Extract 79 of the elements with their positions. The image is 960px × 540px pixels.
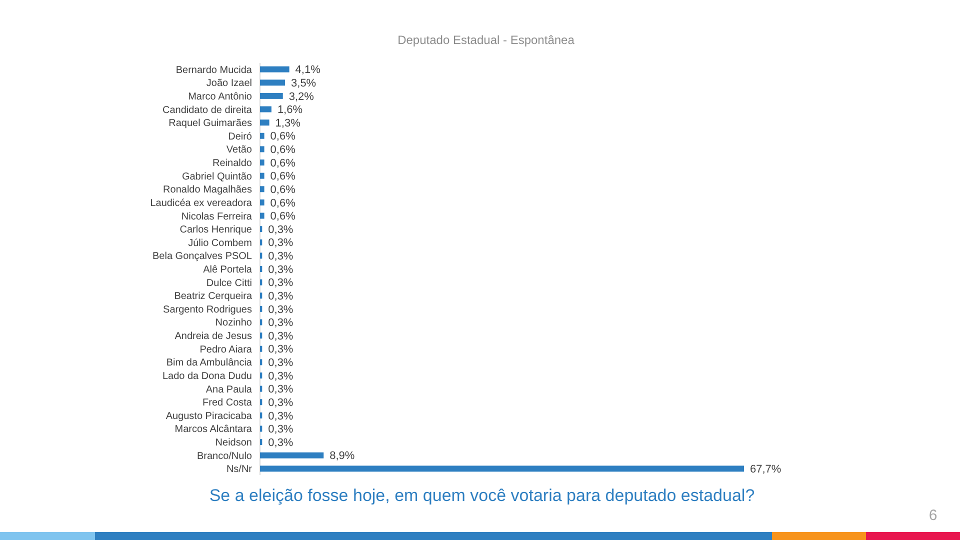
y-tick-label: Raquel Guimarães xyxy=(168,118,252,130)
bar xyxy=(260,92,283,99)
bar xyxy=(260,199,264,206)
data-label: 0,3% xyxy=(268,250,294,263)
data-label: 3,5% xyxy=(291,77,316,90)
y-tick-label: Branco/Nulo xyxy=(196,450,252,462)
data-label: 0,6% xyxy=(270,170,296,183)
data-label: 0,3% xyxy=(268,317,294,330)
y-tick-label: Reinaldo xyxy=(212,158,252,170)
bar xyxy=(260,452,324,458)
data-label: 0,6% xyxy=(270,144,296,156)
y-tick-label: Bim da Ambulância xyxy=(166,358,252,369)
data-label: 0,3% xyxy=(268,277,294,290)
data-label: 0,3% xyxy=(268,424,294,436)
y-tick-label: Lado da Dona Dudu xyxy=(162,370,252,382)
y-tick-label: Marcos Alcântara xyxy=(174,424,252,436)
data-label: 0,3% xyxy=(268,330,294,342)
bar xyxy=(260,120,270,126)
y-tick-label: Júlio Combem xyxy=(188,238,252,249)
data-label: 1,6% xyxy=(277,104,303,116)
data-label: 0,3% xyxy=(268,264,294,276)
y-tick-label: Ns/Nr xyxy=(226,464,253,476)
data-label: 0,6% xyxy=(270,210,296,223)
text: Se a eleição fosse hoje, em quem você votaria para deputado estadual? xyxy=(209,486,755,505)
data-label: 0,3% xyxy=(268,357,294,370)
y-tick-label: Marco Antônio xyxy=(188,91,252,102)
bar xyxy=(260,146,264,152)
y-tick-label: Deiró xyxy=(228,131,252,142)
text: 6 xyxy=(928,507,938,524)
bar xyxy=(260,66,290,72)
data-label: 0,6% xyxy=(270,130,296,143)
y-tick-label: Neidson xyxy=(215,438,252,449)
data-label: 67,7% xyxy=(750,464,782,476)
y-tick-label: Vetão xyxy=(226,144,252,156)
y-tick-label: Ronaldo Magalhães xyxy=(163,184,252,196)
y-tick-label: João Izael xyxy=(206,78,252,90)
y-tick-label: Carlos Henrique xyxy=(180,224,252,236)
y-tick-label: Bela Gonçalves PSOL xyxy=(152,251,252,262)
y-tick-label: Gabriel Quintão xyxy=(182,171,252,182)
data-label: 0,3% xyxy=(268,370,294,382)
bar xyxy=(260,160,264,166)
data-label: 1,3% xyxy=(275,117,301,130)
y-tick-label: Bernardo Mucida xyxy=(176,64,252,76)
bar xyxy=(260,106,272,112)
bar xyxy=(260,466,744,472)
y-tick-label: Fred Costa xyxy=(202,398,252,409)
y-tick-label: Nozinho xyxy=(215,318,252,329)
y-tick-label: Laudicéa ex vereadora xyxy=(150,198,252,209)
data-label: 3,2% xyxy=(288,90,314,103)
data-label: 0,3% xyxy=(268,344,294,356)
y-tick-label: Candidato de direita xyxy=(162,104,252,116)
data-label: 0,3% xyxy=(268,290,294,302)
y-tick-label: Pedro Aiara xyxy=(200,344,252,356)
data-label: 0,3% xyxy=(268,224,294,236)
y-tick-label: Nicolas Ferreira xyxy=(181,211,252,222)
bar xyxy=(260,212,264,219)
data-label: 0,3% xyxy=(268,396,294,409)
y-tick-label: Beatriz Cerqueira xyxy=(174,291,252,302)
data-label: 0,3% xyxy=(268,304,294,316)
data-label: 0,3% xyxy=(268,237,294,250)
y-tick-label: Andreia de Jesus xyxy=(174,331,252,342)
y-tick-label: Ana Paula xyxy=(206,384,252,396)
data-label: 0,3% xyxy=(268,436,294,449)
y-tick-label: Alê Portela xyxy=(203,264,252,276)
y-tick-label: Dulce Citti xyxy=(206,278,252,289)
chart-title: Deputado Estadual - Espontânea xyxy=(398,33,575,47)
data-label: 8,9% xyxy=(330,450,355,462)
bar xyxy=(260,172,264,179)
bar xyxy=(260,80,286,86)
data-label: 0,3% xyxy=(268,384,294,396)
y-tick-label: Sargento Rodrigues xyxy=(163,304,252,316)
data-label: 0,3% xyxy=(268,410,294,422)
data-label: 0,6% xyxy=(270,184,296,196)
data-label: 0,6% xyxy=(270,157,296,170)
data-label: 0,6% xyxy=(270,197,296,210)
bar xyxy=(260,132,264,139)
bar xyxy=(260,186,264,192)
data-label: 4,1% xyxy=(295,64,321,76)
y-tick-label: Augusto Piracicaba xyxy=(166,410,252,422)
